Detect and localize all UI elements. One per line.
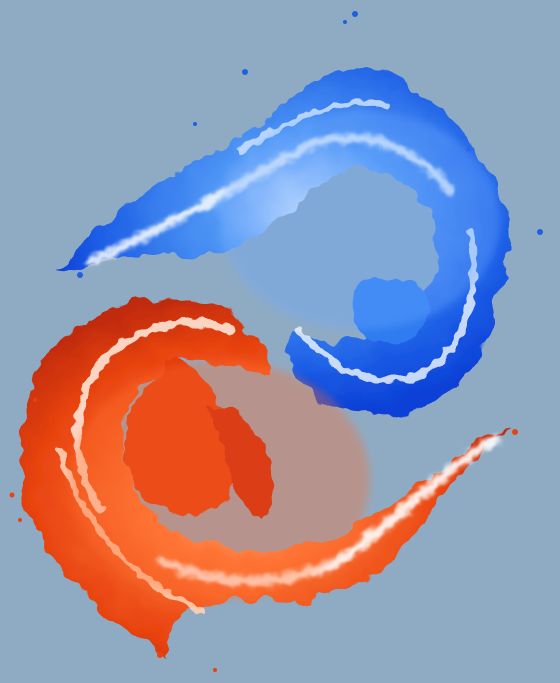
flame-glow [70, 110, 500, 600]
blue-sparks [77, 11, 543, 278]
red-sparks [9, 398, 518, 672]
